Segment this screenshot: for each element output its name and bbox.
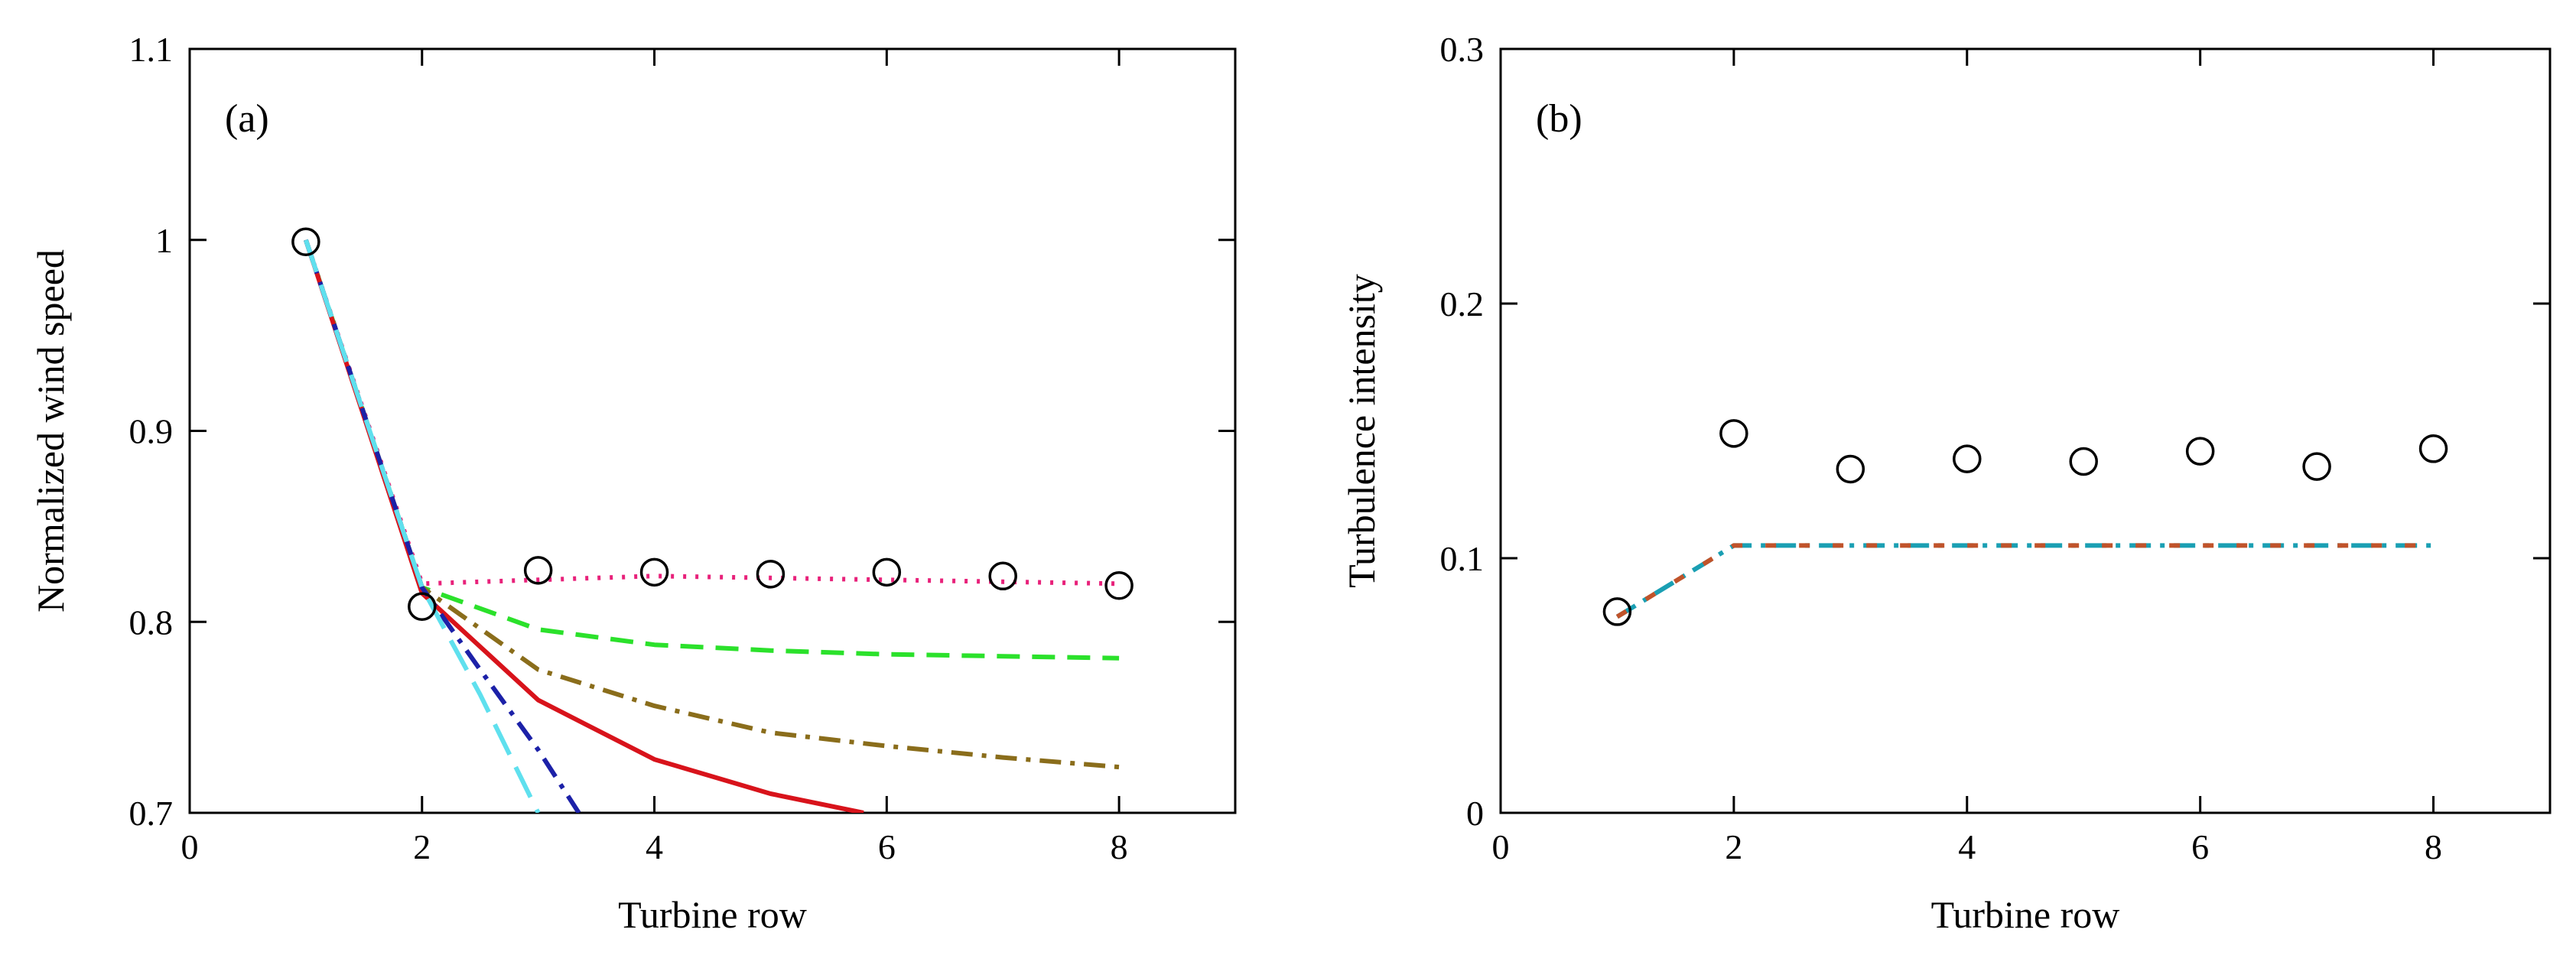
x-tick-label: 4 [646, 827, 663, 866]
observed-marker [1836, 454, 1865, 484]
x-tick-label: 2 [413, 827, 431, 866]
y-tick-label: 0.2 [1440, 284, 1485, 323]
observed-marker [523, 556, 553, 585]
observed-marker [2069, 447, 2098, 476]
observed-marker [872, 557, 902, 587]
observed-marker [2185, 437, 2215, 466]
series-line-6 [304, 239, 541, 813]
panel-tag: (b) [1536, 97, 1582, 141]
panel-b-turbulence-intensity: 0 2 4 6 8 0 0.1 0.2 0.3 Turbine row Turbulence int… [1340, 30, 2552, 936]
plot-frame-b [1499, 47, 2552, 814]
x-tick-label: 2 [1725, 827, 1742, 866]
observed-marker [639, 557, 669, 587]
observed-marker [1719, 419, 1748, 448]
observed-marker [408, 592, 437, 622]
y-axis-label: Turbulence intensity [1340, 274, 1383, 588]
x-tick-label: 0 [181, 827, 199, 866]
observed-marker [756, 560, 785, 589]
x-axis-label: Turbine row [618, 893, 807, 936]
series-line-5 [304, 239, 581, 813]
series-group [304, 239, 1120, 813]
observed-marker [2302, 452, 2331, 481]
plot-frame-a [188, 47, 1237, 814]
x-tick-label: 8 [2425, 827, 2442, 866]
x-tick-label: 8 [1111, 827, 1128, 866]
observed-marker [1953, 444, 1982, 473]
series-line-2 [304, 239, 1120, 661]
x-tick-label: 6 [878, 827, 896, 866]
x-tick-label: 6 [2191, 827, 2209, 866]
y-tick-label: 1.1 [129, 30, 174, 69]
y-tick-label: 0.8 [129, 603, 174, 642]
panel-tag: (a) [225, 97, 269, 141]
x-tick-label: 4 [1958, 827, 1976, 866]
y-tick-label: 1 [155, 221, 173, 260]
observed-marker [1602, 597, 1632, 626]
series-line-4 [304, 239, 864, 813]
series-group [1615, 543, 2434, 619]
series-line-overlap [1615, 543, 2434, 619]
observed-marker [1104, 571, 1134, 600]
x-tick-label: 0 [1492, 827, 1510, 866]
panel-a-wind-speed: 0 2 4 6 8 0.7 0.8 0.9 1 1.1 Turbine row Normalized … [29, 30, 1237, 936]
observed-marker [291, 227, 320, 256]
y-tick-label: 0.3 [1440, 30, 1485, 69]
series-line-3 [304, 239, 1120, 770]
series-line-1 [1615, 543, 2434, 619]
observed-marker [988, 561, 1017, 591]
y-tick-label: 0 [1466, 794, 1484, 833]
series-line-1 [304, 239, 1120, 586]
y-tick-label: 0.9 [129, 412, 174, 451]
y-tick-label: 0.1 [1440, 539, 1485, 578]
x-axis-label: Turbine row [1931, 893, 2120, 936]
y-tick-label: 0.7 [129, 794, 174, 833]
observed-marker [2418, 434, 2448, 463]
y-axis-label: Normalized wind speed [29, 249, 72, 612]
